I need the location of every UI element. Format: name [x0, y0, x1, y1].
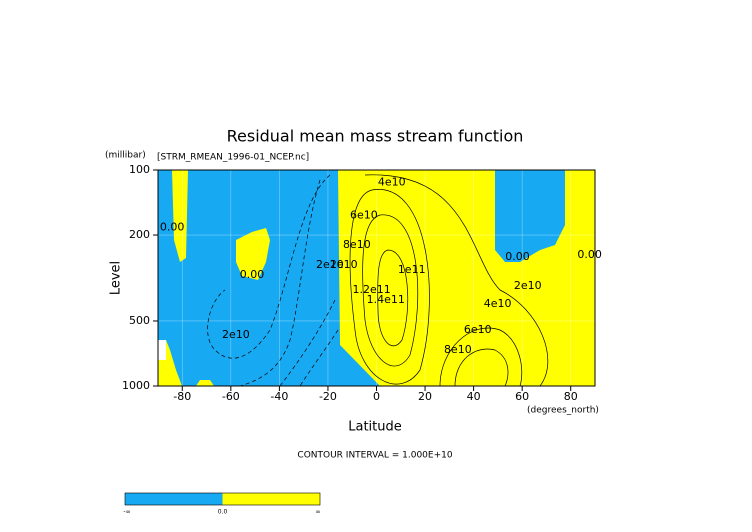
x-tick-label: 40	[467, 390, 481, 403]
contour-lines	[207, 174, 549, 387]
contour-label: 6e10	[464, 323, 492, 336]
colorbar-frame	[124, 492, 321, 506]
x-unit: (degrees_north)	[527, 406, 599, 416]
contour-label: 1.2e11	[353, 283, 391, 296]
contour-label: 0.00	[505, 250, 530, 263]
contour-label: 1e11	[398, 263, 426, 276]
missing-region	[158, 340, 166, 360]
colorbar-label: 0.0	[218, 509, 228, 516]
negative-region	[158, 170, 380, 386]
contour-labels: 0.000.002e102e102e104e106e108e101.2e111.…	[160, 175, 602, 356]
contour-line	[454, 348, 509, 387]
contour-label: 0.00	[577, 248, 602, 261]
contour-line	[439, 327, 523, 387]
x-tick-label: -40	[270, 390, 288, 403]
contour-label: 2e10	[330, 258, 358, 271]
y-tick-label: 100	[129, 163, 150, 176]
contour-label: 6e10	[350, 208, 378, 221]
colorbar-label: -∞	[123, 509, 130, 516]
x-tick-label: -60	[222, 390, 240, 403]
subtitle: [STRM_RMEAN_1996-01_NCEP.nc]	[157, 153, 309, 163]
contour-line	[299, 329, 339, 387]
x-axis-title: Latitude	[348, 420, 402, 435]
x-tick-label: 0	[373, 390, 380, 403]
y-tick-label: 500	[129, 314, 150, 327]
contour-line	[364, 174, 549, 387]
negative-region	[495, 170, 565, 262]
x-tick-label: 20	[418, 390, 432, 403]
y-tick-label: 200	[129, 228, 150, 241]
contour-label: 0.00	[240, 268, 265, 281]
colorbar: -∞ 0.0 ∞	[123, 492, 321, 516]
contour-line	[377, 249, 409, 347]
colorbar-segment	[125, 493, 223, 505]
filled-regions	[158, 170, 595, 386]
positive-region	[236, 228, 270, 280]
contour-label: 2e10	[222, 328, 250, 341]
contour-label: 8e10	[343, 238, 371, 251]
contour-interval: CONTOUR INTERVAL = 1.000E+10	[297, 451, 452, 461]
contour-label: 2e10	[316, 258, 344, 271]
contour-label: 4e10	[484, 297, 512, 310]
colorbar-segment	[222, 493, 320, 505]
y-unit: (millibar)	[105, 151, 146, 161]
y-tick-label: 1000	[122, 379, 150, 392]
axes: -80 -60 -40 -20 0 20 40 60 80 100 200 500 1000	[122, 163, 578, 403]
x-tick-label: -80	[173, 390, 191, 403]
y-axis-title: Level	[109, 261, 124, 295]
x-tick-label: 60	[515, 390, 529, 403]
colorbar-label: ∞	[316, 509, 321, 516]
contour-label: 2e10	[514, 279, 542, 292]
contour-label: 8e10	[444, 343, 472, 356]
contour-line	[279, 299, 336, 387]
x-tick-label: 80	[564, 390, 578, 403]
contour-label: 4e10	[378, 175, 406, 188]
contour-label: 1.4e11	[367, 293, 405, 306]
contour-label: 0.00	[160, 221, 185, 234]
contour-line	[349, 189, 430, 385]
chart-title: Residual mean mass stream function	[227, 127, 524, 146]
contour-line	[239, 179, 321, 387]
contour-line	[362, 214, 419, 367]
x-tick-label: -20	[319, 390, 337, 403]
